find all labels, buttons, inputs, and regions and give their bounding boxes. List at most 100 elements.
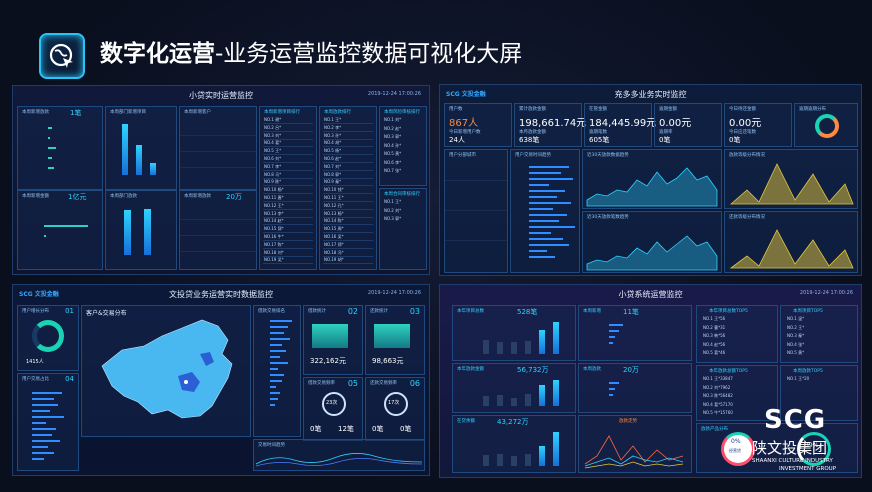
app-logo	[39, 33, 85, 79]
multi-line-chart	[584, 435, 684, 469]
list-item: NO.2 王*	[787, 324, 805, 330]
list-item: NO.4 葛*	[264, 140, 282, 146]
customer-trade-map: 客户&交易分布	[81, 305, 251, 437]
list-item: NO.3 陈*56482	[703, 393, 733, 398]
loan-trade-ranking: 借款交易排名	[253, 305, 301, 437]
mountain-chart	[729, 229, 854, 269]
donut-chart	[797, 432, 831, 466]
kpi-managed-amount: 在管金额 184,445.99元 逾期笔数 605笔	[584, 103, 656, 147]
list-item: NO.5 黄*	[787, 350, 805, 355]
list-item: NO.1 谢*	[264, 117, 282, 122]
list-item: NO.7 李*	[264, 163, 282, 169]
top5-yearly-loans: 本年放款总额TOP5 NO.1 王*33847 NO.2 刘*7962 NO.3 陈…	[696, 365, 778, 421]
panel-microloan-system: 小贷系统运营监控 2019-12-24 17:00:26 本年项目总数 528笔…	[439, 284, 862, 478]
list-item: NO.1 王*20	[787, 376, 810, 381]
row-divider	[323, 146, 373, 148]
bar	[525, 341, 531, 354]
list-item: NO.15 周*	[324, 226, 344, 232]
bar	[553, 321, 559, 354]
list-item: NO.4 张*	[787, 341, 805, 347]
bar	[483, 455, 489, 466]
weekly-new: 本周新增 11笔	[578, 305, 692, 361]
row-divider	[323, 208, 373, 210]
repay-level-dist: 还款等级分布情况	[724, 211, 858, 273]
bar	[525, 454, 531, 466]
list-item: NO.18 冯*	[324, 249, 344, 255]
yearly-loan-amount: 本年放款金额 56,732万	[452, 363, 576, 413]
panel-title: 文投贷业务运营实时数据监控	[169, 290, 273, 299]
bar	[136, 145, 142, 175]
list-item: NO.1 王*56	[703, 316, 726, 321]
row-divider	[323, 240, 373, 241]
bar	[511, 397, 517, 406]
list-item: NO.14 陈*	[324, 218, 344, 224]
rank-new-projects: 本周新增项目排行 NO.1 谢* NO.2 吕* NO.3 刘* NO.4 葛* NO.…	[259, 106, 317, 270]
card-weekly-amount: 本周新增金额 1亿元	[17, 190, 103, 270]
list-item: NO.13 李*	[264, 210, 284, 216]
row-divider	[263, 123, 313, 124]
loan-product-dist: 放款产品分布 0% 经营贷 39%	[696, 423, 858, 473]
list-item: NO.3 秦*	[787, 333, 805, 338]
top5-weekly-projects: 本周项目TOP5 NO.1 温* NO.2 王* NO.3 秦* NO.4 张* NO.…	[780, 305, 858, 363]
brand-logo: SCG 陕文投集团 SHAANXI CULTURE INDUSTRY INVES…	[752, 405, 862, 485]
bar	[122, 123, 128, 175]
list-item: NO.3 孙*	[324, 132, 342, 138]
repay-stats: 还款统计 03 98,663元	[365, 305, 425, 375]
loan-trend: 放款走势	[578, 415, 692, 473]
kpi-overdue-dist: 逾期逾期分布	[794, 103, 858, 147]
list-item: NO.4 葛*57170	[703, 401, 733, 407]
row-divider	[263, 208, 313, 210]
area-chart	[586, 235, 718, 271]
list-item: NO.7 张*	[384, 168, 402, 173]
list-item: NO.2 刘*7962	[703, 384, 731, 390]
card-weekly-new-loans: 本周新增放款 20万	[179, 190, 257, 270]
row-divider	[323, 169, 373, 171]
list-item: NO.5 牛*15760	[703, 410, 733, 415]
outstanding-balance: 在贷余额 43,272万	[452, 415, 576, 473]
panel-microloan-realtime: 小贷实时运营监控 2019-12-24 17:00:26 本周新增放款 1笔 本…	[12, 85, 430, 275]
row-divider	[263, 232, 313, 234]
bar	[511, 455, 517, 466]
loan-trade-frequency: 借款交易频率 05 23次 0笔 12笔	[303, 377, 363, 441]
row-divider	[263, 216, 313, 218]
row-divider	[263, 177, 313, 179]
list-item: NO.2 曹*31	[703, 324, 726, 330]
row-divider	[263, 193, 313, 195]
list-item: NO.5 黄*	[384, 151, 402, 156]
row-divider	[263, 255, 313, 257]
card-new-customers: 本周新增客户	[179, 106, 257, 190]
list-item: NO.15 邱*	[264, 226, 284, 232]
bar	[511, 342, 517, 354]
bar	[539, 385, 545, 406]
row-divider	[323, 255, 373, 257]
china-map	[101, 319, 233, 419]
top5-weekly-loans: 本周放款TOP5 NO.1 王*20	[780, 365, 858, 421]
panel-title: 小贷实时运营监控	[189, 91, 253, 100]
list-item: NO.19 胡*	[324, 257, 344, 263]
list-item: NO.2 李*	[324, 124, 342, 130]
user-time-trend: 用户交易时间趋势	[510, 149, 580, 273]
list-item: NO.5 杨*	[324, 148, 342, 154]
list-item: NO.10 杨*	[264, 187, 284, 193]
list-item: NO.3 郭*	[384, 134, 402, 139]
row-divider	[323, 201, 373, 202]
list-item: NO.9 秦*	[324, 179, 342, 185]
row-divider	[263, 154, 313, 156]
rank-weekly-loans: 本周放款排行 NO.1 王* NO.2 李* NO.3 孙* NO.4 胡* NO.5 …	[319, 106, 377, 270]
repay-trade-frequency: 还款交易频率 06 17次 0笔 0笔	[365, 377, 425, 441]
bar	[497, 341, 503, 354]
kpi-overdue-amount: 逾期金额 0.00元 逾期率 0笔	[654, 103, 722, 147]
list-item: NO.9 陈*	[264, 179, 282, 185]
rank-risk-review: 本周风险审核排行 NO.1 刘* NO.2 赵* NO.3 郭* NO.4 孙* NO.…	[379, 106, 427, 186]
list-item: NO.6 刘*	[264, 156, 282, 161]
list-item: NO.16 牛*	[264, 234, 284, 239]
list-item: NO.6 李*	[384, 159, 402, 165]
row-divider	[323, 232, 373, 234]
list-item: NO.12 王*	[264, 202, 284, 208]
timestamp: 2019-12-24 17:00:26	[367, 290, 421, 296]
bar	[124, 210, 131, 255]
card-dept-loans: 本周部门放款	[105, 190, 177, 270]
panel-title: 充多多业务实时监控	[614, 90, 687, 99]
list-item: NO.4 胡*	[324, 140, 342, 146]
